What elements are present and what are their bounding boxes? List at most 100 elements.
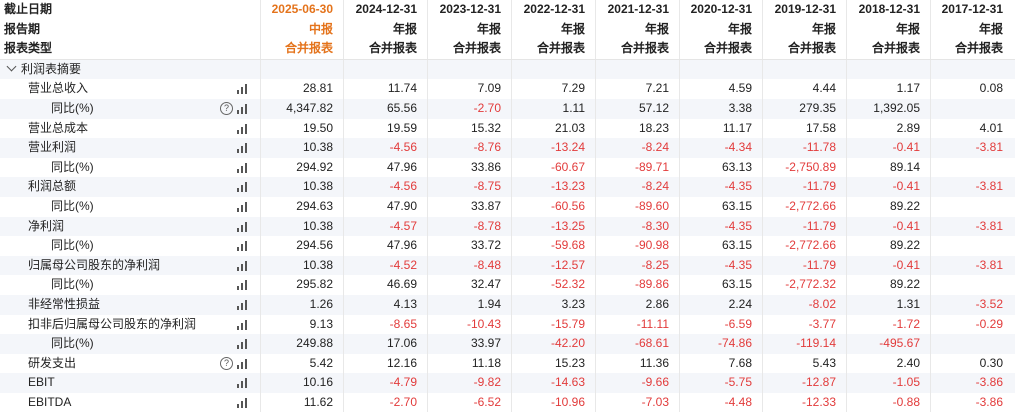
column-separator bbox=[427, 59, 428, 80]
column-separator bbox=[595, 334, 596, 354]
bar-chart-icon[interactable] bbox=[237, 241, 247, 252]
value-cell: -2.70 bbox=[473, 100, 501, 115]
value-cell: 21.03 bbox=[554, 120, 585, 135]
column-separator bbox=[762, 196, 763, 217]
bar-chart-icon[interactable] bbox=[237, 358, 247, 369]
column-separator bbox=[930, 19, 931, 40]
column-separator bbox=[930, 255, 931, 276]
value-cell: -6.59 bbox=[724, 316, 752, 331]
bar-chart-icon[interactable] bbox=[237, 123, 247, 134]
column-separator bbox=[762, 157, 763, 178]
column-separator bbox=[427, 157, 428, 178]
column-separator bbox=[595, 177, 596, 197]
section-header[interactable]: 利润表摘要 bbox=[0, 58, 1015, 80]
column-separator bbox=[260, 0, 261, 20]
column-separator bbox=[343, 59, 344, 80]
bar-chart-icon[interactable] bbox=[237, 201, 247, 212]
value-cell: -0.41 bbox=[892, 218, 920, 233]
column-separator bbox=[679, 157, 680, 178]
header-period-cell: 中报 bbox=[308, 21, 333, 36]
value-cell: -14.63 bbox=[550, 375, 585, 390]
bar-chart-icon[interactable] bbox=[237, 162, 247, 173]
header-period-cell: 年报 bbox=[644, 21, 669, 36]
column-separator bbox=[427, 255, 428, 276]
column-separator bbox=[762, 216, 763, 237]
bar-chart-icon[interactable] bbox=[237, 221, 247, 232]
header-type-cell: 合并报表 bbox=[787, 41, 836, 56]
bar-chart-icon[interactable] bbox=[237, 319, 247, 330]
column-separator bbox=[595, 39, 596, 59]
column-separator bbox=[343, 392, 344, 413]
value-cell: 1.17 bbox=[896, 81, 920, 96]
column-separator bbox=[679, 373, 680, 393]
value-cell: 11.62 bbox=[303, 394, 333, 409]
value-cell: -12.57 bbox=[550, 257, 585, 272]
value-cell: -90.98 bbox=[634, 238, 669, 253]
table-row: 同比(%) 294.92 47.96 33.86 -60.67 -89.71 63.13 -2… bbox=[0, 157, 1015, 178]
value-cell: -0.41 bbox=[892, 257, 920, 272]
table-row: 同比(%) 295.82 46.69 32.47 -52.32 -89.86 63.15 -2… bbox=[0, 275, 1015, 295]
value-cell: 294.92 bbox=[296, 159, 333, 174]
column-separator bbox=[343, 255, 344, 276]
value-cell: 89.22 bbox=[889, 198, 920, 213]
value-cell: -8.30 bbox=[641, 218, 669, 233]
bar-chart-icon[interactable] bbox=[237, 397, 247, 408]
bar-chart-icon[interactable] bbox=[237, 143, 247, 154]
bar-chart-icon[interactable] bbox=[237, 260, 247, 271]
header-row-date: 截止日期 2025-06-30 2024-12-31 2023-12-31 2022-1… bbox=[0, 0, 1015, 20]
header-period-cell: 年报 bbox=[727, 21, 752, 36]
table-row: 营业总成本 19.50 19.59 15.32 21.03 18.23 11.17 17.58… bbox=[0, 118, 1015, 139]
column-separator bbox=[679, 0, 680, 20]
column-separator bbox=[260, 294, 261, 315]
value-cell: -42.20 bbox=[550, 336, 585, 351]
bar-chart-icon[interactable] bbox=[237, 378, 247, 389]
value-cell: -119.14 bbox=[796, 336, 836, 351]
table-row: 同比(%) 294.56 47.96 33.72 -59.68 -90.98 63.15 -2… bbox=[0, 236, 1015, 256]
value-cell: -4.52 bbox=[389, 257, 417, 272]
bar-chart-icon[interactable] bbox=[237, 339, 247, 350]
value-cell: -8.65 bbox=[389, 316, 417, 331]
value-cell: 19.59 bbox=[386, 120, 417, 135]
value-cell: -3.52 bbox=[975, 296, 1003, 311]
chevron-down-icon[interactable] bbox=[6, 61, 17, 72]
value-cell: 10.38 bbox=[302, 257, 333, 272]
help-icon[interactable]: ? bbox=[220, 356, 233, 370]
value-cell: -10.43 bbox=[466, 316, 501, 331]
value-cell: 4.59 bbox=[728, 81, 752, 96]
column-separator bbox=[930, 353, 931, 374]
value-cell: 89.22 bbox=[889, 238, 920, 253]
help-icon[interactable]: ? bbox=[220, 101, 233, 115]
column-separator bbox=[511, 177, 512, 197]
value-cell: 11.18 bbox=[471, 355, 501, 370]
column-separator bbox=[930, 157, 931, 178]
column-separator bbox=[427, 79, 428, 99]
header-date-cell: 2025-06-30 bbox=[271, 2, 333, 16]
value-cell: -13.25 bbox=[550, 218, 585, 233]
header-period-cell: 年报 bbox=[978, 21, 1003, 36]
column-separator bbox=[511, 353, 512, 374]
value-cell: -8.02 bbox=[808, 296, 836, 311]
header-type-cell: 合并报表 bbox=[368, 41, 417, 56]
bar-chart-icon[interactable] bbox=[237, 103, 247, 114]
bar-chart-icon[interactable] bbox=[237, 182, 247, 193]
column-separator bbox=[260, 216, 261, 237]
value-cell: 3.38 bbox=[728, 100, 752, 115]
bar-chart-icon[interactable] bbox=[237, 299, 247, 310]
value-cell: 33.86 bbox=[470, 159, 501, 174]
column-separator bbox=[762, 79, 763, 99]
bar-chart-icon[interactable] bbox=[237, 280, 247, 291]
column-separator bbox=[846, 177, 847, 197]
column-separator bbox=[511, 373, 512, 393]
header-date-cell: 2024-12-31 bbox=[355, 2, 417, 16]
value-cell: 19.50 bbox=[302, 120, 333, 135]
column-separator bbox=[846, 19, 847, 40]
value-cell: 5.42 bbox=[309, 355, 333, 370]
value-cell: 7.09 bbox=[477, 81, 501, 96]
value-cell: 2.40 bbox=[896, 355, 920, 370]
header-period-cell: 年报 bbox=[811, 21, 836, 36]
value-cell: -4.79 bbox=[389, 375, 417, 390]
bar-chart-icon[interactable] bbox=[237, 84, 247, 95]
column-separator bbox=[260, 255, 261, 276]
value-cell: -6.52 bbox=[473, 394, 501, 409]
row-label: 同比(%) bbox=[51, 100, 94, 115]
